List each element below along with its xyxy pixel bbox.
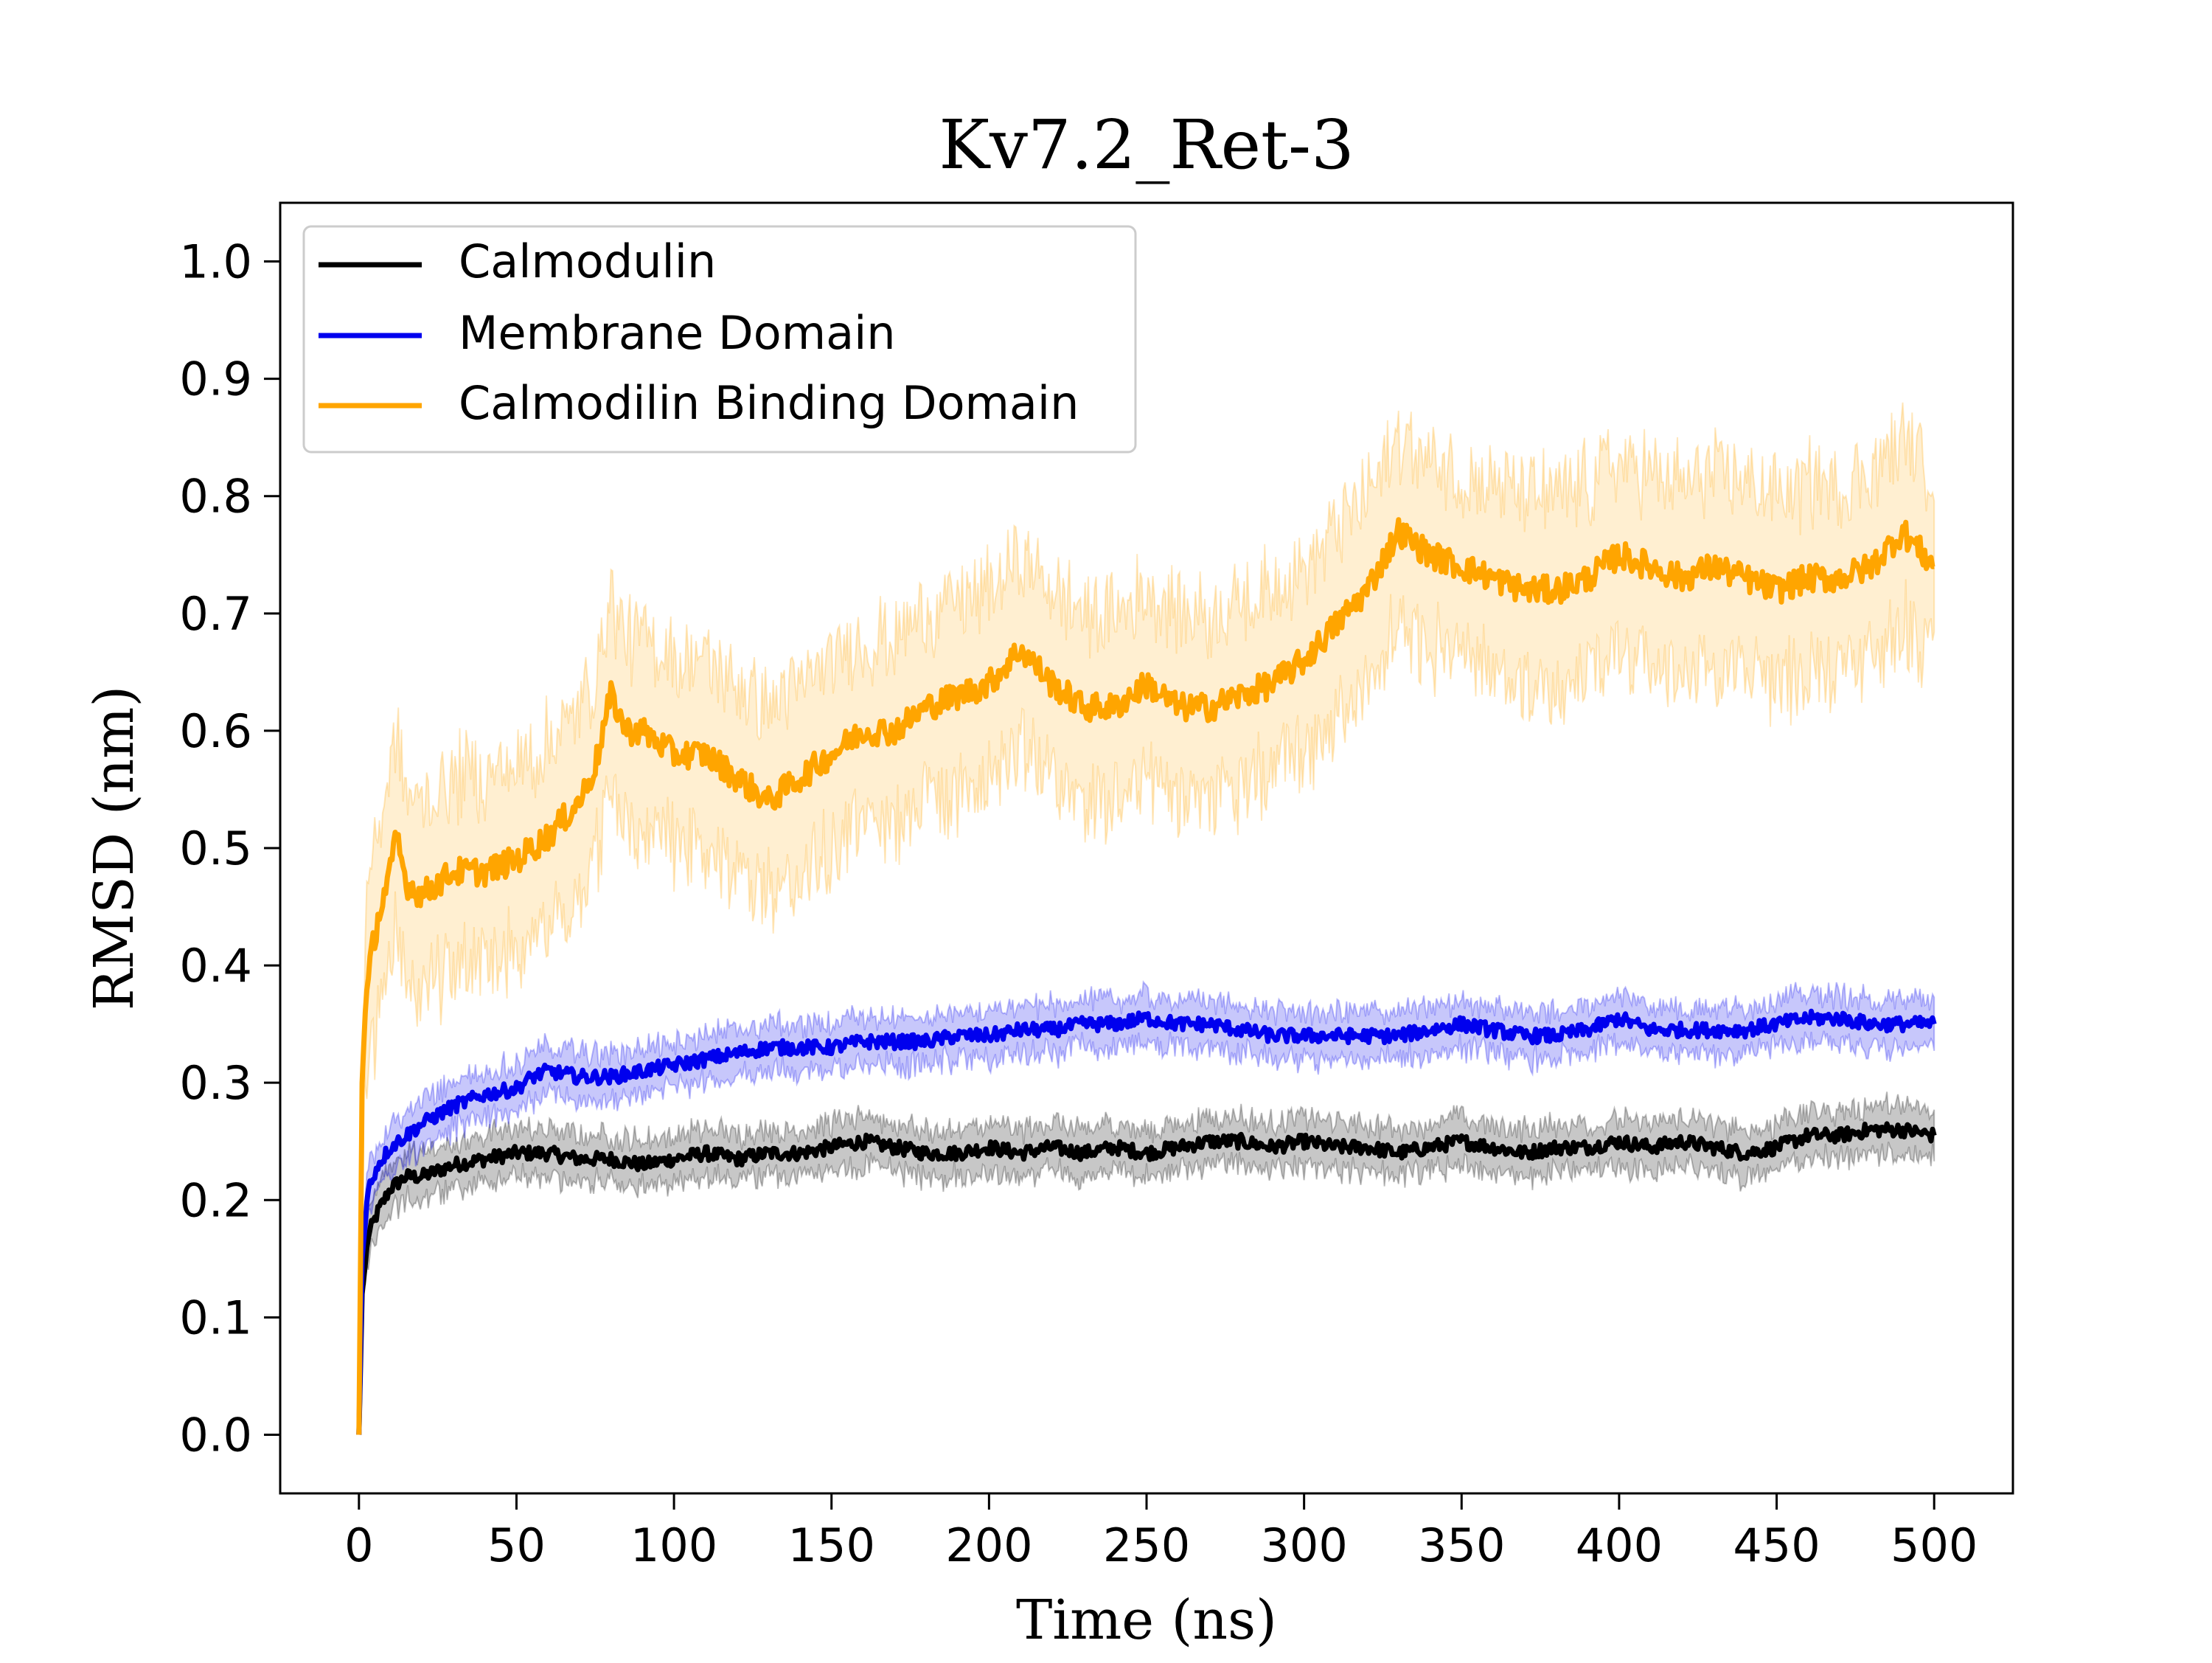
legend: Calmodulin Membrane Domain Calmodilin Bi…: [302, 225, 1137, 454]
x-axis-label: Time (ns): [1016, 1589, 1277, 1652]
x-tick-label: 50: [487, 1518, 546, 1572]
series-line-calmodulin: [356, 1121, 1937, 1435]
x-tick-label: 150: [788, 1518, 875, 1572]
y-tick-label: 0.8: [179, 470, 252, 524]
y-tick-label: 0.1: [179, 1291, 252, 1344]
x-tick-label: 400: [1576, 1518, 1663, 1572]
chart-title: Kv7.2_Ret-3: [939, 105, 1354, 184]
legend-label-membrane-domain: Membrane Domain: [459, 306, 896, 360]
y-axis-label: RMSD (nm): [83, 686, 146, 1011]
x-axis-ticks: 0 50 100 150 200 250 300 350 400 450 500: [344, 1493, 1978, 1572]
series-lines: [356, 517, 1937, 1435]
x-tick-label: 350: [1418, 1518, 1505, 1572]
series-line-membrane-domain: [356, 1008, 1937, 1435]
x-tick-label: 250: [1103, 1518, 1190, 1572]
x-tick-label: 0: [344, 1518, 373, 1572]
y-tick-label: 0.6: [179, 704, 252, 758]
x-tick-label: 100: [630, 1518, 717, 1572]
x-tick-label: 450: [1733, 1518, 1820, 1572]
x-tick-label: 500: [1891, 1518, 1978, 1572]
legend-label-calmodilin-binding-domain: Calmodilin Binding Domain: [459, 376, 1079, 430]
y-tick-label: 0.4: [179, 939, 252, 993]
legend-label-calmodulin: Calmodulin: [459, 235, 716, 288]
y-tick-label: 1.0: [179, 235, 252, 289]
x-tick-label: 200: [945, 1518, 1032, 1572]
y-tick-label: 0.7: [179, 587, 252, 641]
legend-box: [302, 225, 1137, 454]
y-tick-label: 0.5: [179, 822, 252, 875]
y-tick-label: 0.3: [179, 1056, 252, 1110]
y-tick-label: 0.2: [179, 1173, 252, 1227]
series-line-calmodilin-binding-domain: [356, 517, 1935, 1435]
y-axis-ticks: 0.0 0.1 0.2 0.3 0.4 0.5 0.6 0.7 0.8 0.9 1.0: [179, 235, 280, 1462]
y-tick-label: 0.9: [179, 353, 252, 406]
x-tick-label: 300: [1260, 1518, 1347, 1572]
y-tick-label: 0.0: [179, 1408, 252, 1462]
